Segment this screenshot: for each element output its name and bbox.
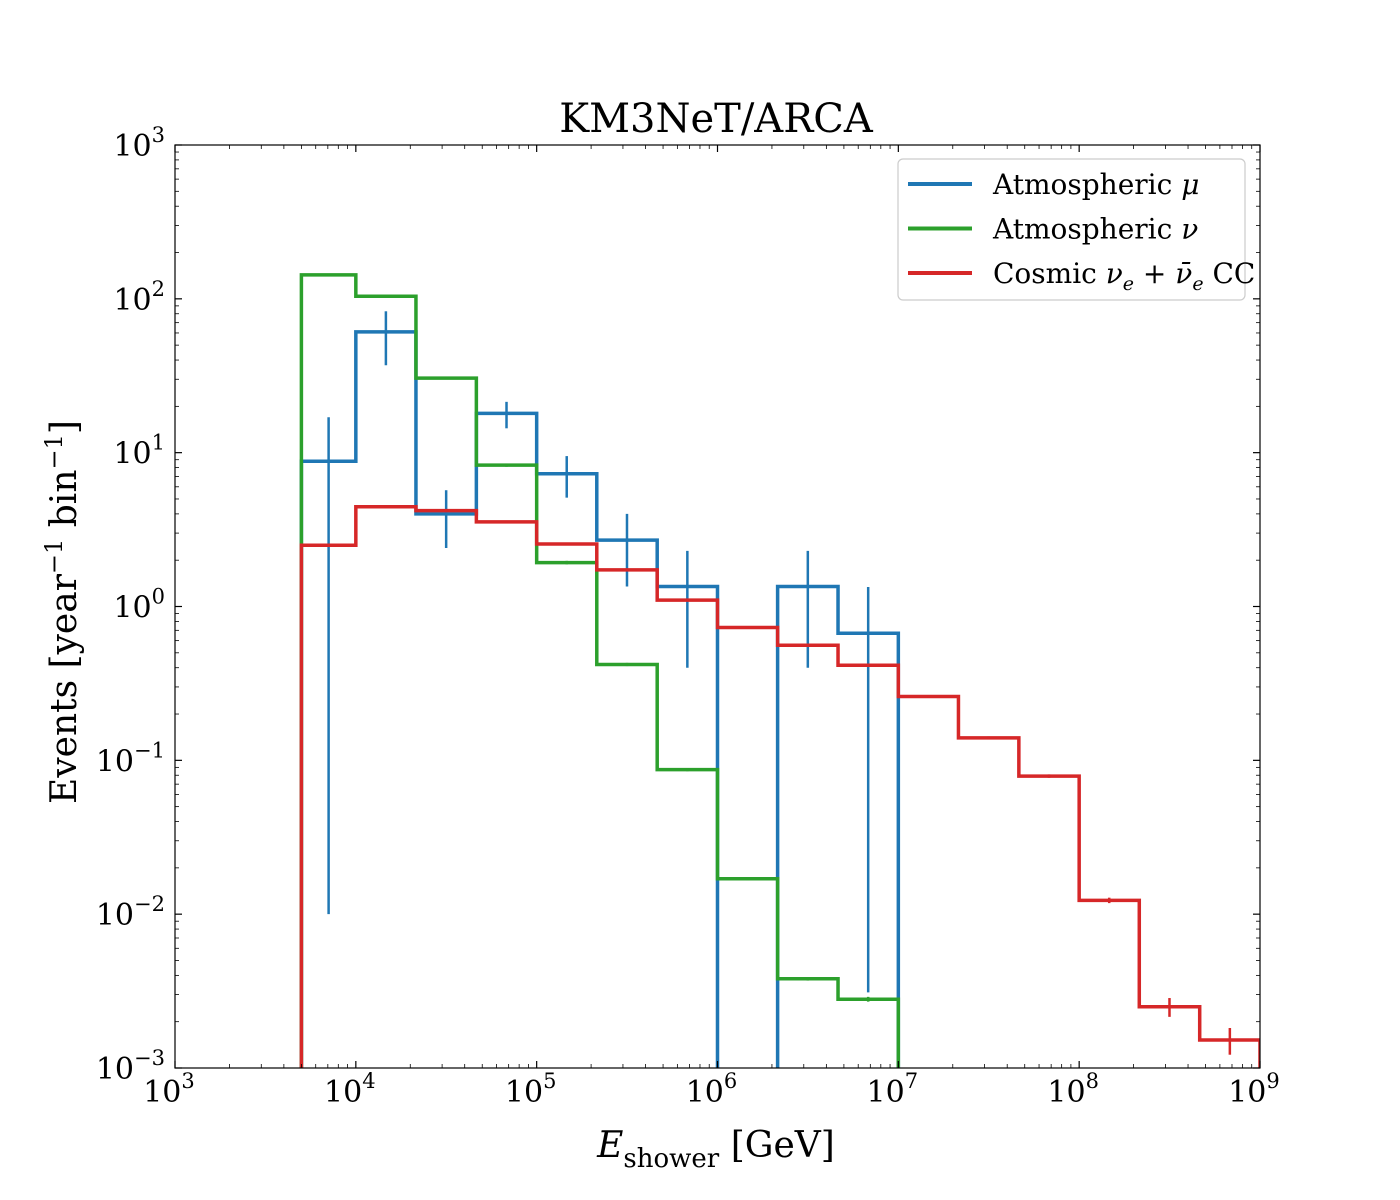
series-line-3 <box>299 505 1260 1068</box>
legend-label-2: Atmospheric ν <box>992 213 1198 246</box>
y-tick-label: 101 <box>113 431 165 472</box>
series-line-2 <box>299 273 901 1068</box>
x-tick-labels: 103 104 105 106 107 108 109 <box>143 1069 1280 1110</box>
legend-box <box>897 158 1246 301</box>
x-axis-label: Eshower [GeV] <box>596 1125 835 1174</box>
x-tick-label: 105 <box>505 1069 557 1110</box>
x-tick-label: 109 <box>1228 1069 1280 1110</box>
y-tick-label: 10−1 <box>96 738 165 779</box>
x-tick-label: 103 <box>143 1069 195 1110</box>
legend-label-3: Cosmic νe​ + ν̄e​ CC <box>993 257 1255 295</box>
y-tick-labels: 10−3 10−2 10−1 100 101 102 103 <box>96 123 165 1087</box>
y-tick-label: 10−2 <box>96 892 165 933</box>
y-axis-label: Events [year−1 bin−1] <box>40 420 85 804</box>
series-line-1 <box>299 330 901 1068</box>
axis-ticks <box>174 144 1261 1069</box>
chart-title: KM3NeT/ARCA <box>559 96 874 142</box>
x-tick-label: 107 <box>867 1069 919 1110</box>
y-tick-label: 102 <box>113 277 165 318</box>
legend: Atmospheric μ Atmospheric ν Cosmic νe​ + ν… <box>897 158 1255 301</box>
y-tick-label: 100 <box>113 585 165 626</box>
y-tick-label: 10−3 <box>96 1046 165 1087</box>
x-tick-label: 108 <box>1047 1069 1099 1110</box>
x-tick-label: 104 <box>324 1069 376 1110</box>
y-tick-label: 103 <box>113 123 165 164</box>
plot-area <box>299 273 1260 1068</box>
x-tick-label: 106 <box>686 1069 738 1110</box>
series-layer <box>299 273 1260 1068</box>
legend-label-1: Atmospheric μ <box>992 168 1199 201</box>
